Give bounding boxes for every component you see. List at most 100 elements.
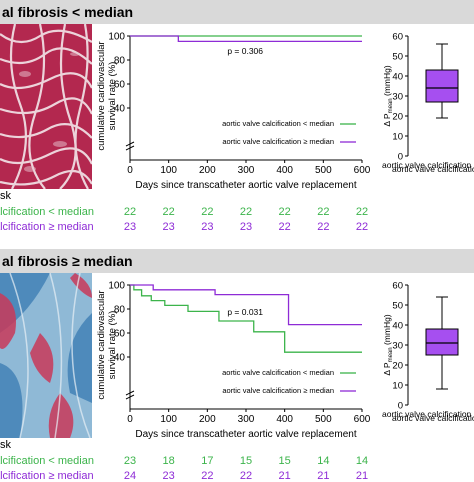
y-tick-label: 40 [392, 72, 403, 83]
legend-label: aortic valve calcification ≥ median [222, 386, 334, 395]
risk-count: 22 [162, 206, 175, 218]
histology-image-1-art [0, 24, 92, 189]
x-tick-label: 300 [238, 165, 255, 176]
y-tick-label: 0 [398, 152, 403, 163]
y-tick-label: 80 [114, 305, 126, 316]
y-axis-label: Δ Pmean (mmHg) [382, 65, 394, 126]
y-tick-label: 60 [114, 329, 126, 340]
risk-count: 22 [201, 470, 214, 482]
axis-break [125, 141, 135, 151]
y-tick-label: 60 [392, 281, 403, 292]
axis-break [125, 390, 135, 400]
risk-count: 18 [162, 455, 175, 467]
risk-count: 21 [317, 470, 330, 482]
y-tick-label: 40 [114, 353, 126, 364]
y-tick-label: 20 [392, 361, 403, 372]
x-tick-label: 300 [238, 414, 255, 425]
y-tick-label: 50 [392, 301, 403, 312]
risk-count: 15 [239, 455, 253, 467]
x-tick-label: 0 [127, 165, 133, 176]
risk-row-label: alcification ≥ median [0, 470, 94, 482]
risk-count: 17 [201, 455, 214, 467]
legend-label: aortic valve calcification [382, 409, 472, 419]
risk-count: 21 [278, 470, 291, 482]
risk-row-label: alcification < median [0, 206, 94, 218]
legend-label: aortic valve calcification < median [222, 119, 334, 128]
risk-count: 22 [278, 206, 291, 218]
risk-count: 22 [317, 221, 330, 233]
risk-table-1: sk alcification < median alcification ≥ … [0, 188, 474, 248]
risk-count: 22 [355, 221, 369, 233]
risk-count: 22 [317, 206, 330, 218]
survival-line [130, 284, 362, 326]
risk-count: 15 [278, 455, 291, 467]
box [425, 69, 459, 103]
histology-image-2 [0, 273, 92, 438]
y-tick-label: 80 [114, 56, 126, 67]
risk-count: 22 [355, 206, 369, 218]
risk-count: 23 [162, 470, 175, 482]
y-tick-label: 10 [392, 132, 403, 143]
risk-count: 22 [239, 470, 253, 482]
risk-count: 23 [201, 221, 214, 233]
legend-label: aortic valve calcification [392, 164, 474, 174]
risk-count: 22 [278, 221, 291, 233]
y-tick-label: 20 [392, 112, 403, 123]
y-tick-label: 100 [108, 32, 125, 43]
p-value: p = 0.306 [227, 46, 263, 56]
x-tick-label: 200 [199, 165, 216, 176]
boxplot-1: 0 10 20 30 40 50 60 Δ Pmean (mmHg) aortic valve … [382, 32, 474, 175]
panel-1-header: al fibrosis < median [0, 0, 474, 24]
risk-count: 22 [123, 206, 137, 218]
risk-count: 22 [201, 206, 214, 218]
x-tick-label: 400 [276, 165, 293, 176]
histology-image-2-art [0, 273, 92, 438]
risk-table-label: sk [0, 190, 11, 202]
survival-chart-2: 40 60 80 100 0 100 200 300 400 500 600 Days since t… [96, 281, 371, 441]
y-tick-label: 100 [108, 281, 125, 292]
risk-count: 21 [355, 470, 369, 482]
y-tick-label: 40 [114, 104, 126, 115]
x-tick-label: 0 [127, 414, 133, 425]
p-value: p = 0.031 [227, 307, 263, 317]
panel-2-header: al fibrosis ≥ median [0, 249, 474, 273]
y-tick-label: 60 [114, 80, 126, 91]
risk-count: 23 [162, 221, 175, 233]
survival-line [130, 284, 362, 353]
boxplot-2: 0 10 20 30 40 50 60 Δ Pmean (mmHg) aortic valve … [382, 281, 474, 424]
x-tick-label: 100 [160, 165, 177, 176]
y-axis-label: cumulative cardiovascularsurvival rate (… [96, 41, 118, 150]
risk-table-label: sk [0, 439, 11, 451]
legend-label: aortic valve calcification [382, 160, 472, 170]
risk-count: 24 [123, 470, 137, 482]
box [425, 328, 459, 356]
y-tick-label: 30 [392, 341, 403, 352]
x-tick-label: 100 [160, 414, 177, 425]
y-axis-label: cumulative cardiovascularsurvival rate (… [96, 290, 118, 399]
x-axis-label: Days since transcatheter aortic valve re… [135, 429, 356, 440]
risk-count: 22 [239, 206, 253, 218]
risk-count: 23 [123, 221, 137, 233]
y-tick-label: 40 [392, 321, 403, 332]
y-axis-label: Δ Pmean (mmHg) [382, 314, 394, 375]
risk-count: 14 [317, 455, 330, 467]
risk-row-label: alcification ≥ median [0, 221, 94, 233]
survival-line [130, 35, 362, 43]
x-tick-label: 400 [276, 414, 293, 425]
x-tick-label: 200 [199, 414, 216, 425]
y-tick-label: 30 [392, 92, 403, 103]
y-tick-label: 0 [398, 401, 403, 412]
legend-label: aortic valve calcification ≥ median [222, 137, 334, 146]
x-axis-label: Days since transcatheter aortic valve re… [135, 180, 356, 191]
y-tick-label: 10 [392, 381, 403, 392]
risk-count: 23 [123, 455, 137, 467]
risk-count: 14 [355, 455, 369, 467]
x-tick-label: 600 [354, 165, 371, 176]
x-tick-label: 600 [354, 414, 371, 425]
legend-label: aortic valve calcification < median [222, 368, 334, 377]
survival-chart-1: 40 60 80 100 0 100 200 300 400 500 600 Days since t… [96, 32, 371, 192]
risk-table-2: sk alcification < median alcification ≥ … [0, 437, 474, 482]
x-tick-label: 500 [315, 414, 332, 425]
histology-image-1 [0, 24, 92, 189]
legend-label: aortic valve calcification [392, 413, 474, 423]
